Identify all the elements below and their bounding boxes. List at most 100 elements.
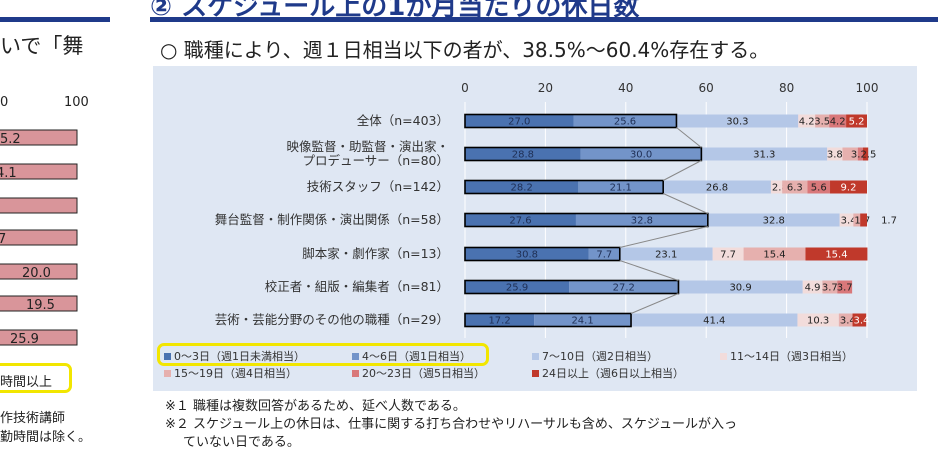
data-label: 15.4 (825, 250, 847, 261)
data-label: 30.9 (729, 283, 751, 294)
legend-label: 15～19日（週4日相当） (174, 365, 297, 381)
left-bar-chart: 0 100 5.2 4.1 7 20.0 19.5 25.9 (0, 90, 110, 410)
x-tick-label: 80 (779, 81, 794, 95)
legend-item: 24日以上（週6日以上相当） (532, 365, 684, 381)
legend-item: 0～3日（週1日未満相当） (164, 348, 305, 364)
left-panel-text: いで「舞 (0, 30, 83, 60)
category-label: 校正者・組版・編集者（n=81） (265, 279, 449, 294)
left-note-1: 作技術講師 (0, 407, 65, 426)
category-label: プロデューサー（n=80） (302, 153, 449, 168)
data-label: 1.7 (881, 216, 897, 227)
legend-swatch (352, 370, 359, 377)
data-label: 30.0 (630, 150, 652, 161)
data-label: 27.6 (509, 216, 531, 227)
connector-line (676, 128, 701, 148)
legend-swatch (720, 353, 727, 360)
legend-label: 11～14日（週3日相当） (730, 348, 853, 364)
data-label: 28.8 (512, 150, 534, 161)
footnote-1: ※１ 職種は複数回答があるため、延べ人数である。 (165, 395, 466, 414)
footnote-2: ※２ スケジュール上の休日は、仕事に関する打ち合わせやリハーサルも含め、スケジュ… (165, 413, 737, 432)
x-tick-label: 40 (618, 81, 633, 95)
data-label: 25.6 (614, 117, 636, 128)
left-bar-4 (0, 230, 77, 245)
left-bar-3 (0, 198, 77, 213)
connector-line (620, 261, 679, 281)
data-label: 24.1 (571, 316, 593, 327)
legend-item: 15～19日（週4日相当） (164, 365, 297, 381)
category-label: 舞台監督・制作関係・演出関係（n=58） (215, 212, 449, 227)
left-bar-label-7: 25.9 (10, 332, 39, 347)
left-header-bar (0, 17, 110, 22)
data-label: 10.3 (807, 316, 829, 327)
chart-subtitle: ○ 職種により、週１日相当以下の者が、38.5%～60.4%存在する。 (160, 34, 769, 63)
legend-label: 20～23日（週5日相当） (362, 365, 485, 381)
footnote-2-continued: ていない日である。 (183, 431, 300, 450)
data-label: 3.4 (854, 316, 870, 327)
data-label: 41.4 (703, 316, 725, 327)
data-label: 7.7 (720, 250, 736, 261)
data-label: 4.2 (799, 117, 815, 128)
data-label: 31.3 (753, 150, 775, 161)
legend-label: 0～3日（週1日未満相当） (174, 348, 305, 364)
legend-item: 4～6日（週1日相当） (352, 348, 471, 364)
data-label: 5.6 (811, 183, 827, 194)
data-label: 23.1 (655, 250, 677, 261)
left-tick-0: 0 (0, 95, 8, 110)
category-label: 技術スタッフ（n=142） (307, 179, 449, 194)
legend-swatch (532, 353, 539, 360)
data-label: 3.7 (837, 283, 853, 294)
data-label: 15.4 (763, 250, 785, 261)
x-tick-label: 20 (538, 81, 553, 95)
category-label: 全体（n=403） (357, 113, 449, 128)
data-label: 7.7 (596, 250, 612, 261)
data-label: 30.8 (516, 250, 538, 261)
legend-swatch (352, 353, 359, 360)
legend-item: 20～23日（週5日相当） (352, 365, 485, 381)
data-label: 3.8 (827, 150, 843, 161)
legend-swatch (164, 353, 171, 360)
data-label: 28.2 (511, 183, 533, 194)
category-label: 芸術・芸能分野のその他の職種（n=29） (215, 312, 449, 327)
connector-line (663, 194, 708, 214)
data-label: 3.7 (822, 283, 838, 294)
category-label: 脚本家・劇作家（n=13） (302, 246, 449, 261)
left-bar-label-5: 20.0 (22, 266, 51, 281)
data-label: 6.3 (787, 183, 803, 194)
left-bar-label-1: 5.2 (0, 132, 21, 147)
data-label: 9.2 (841, 183, 857, 194)
left-tick-100: 100 (64, 95, 89, 110)
left-bar-label-6: 19.5 (26, 298, 55, 313)
data-label: 3.2.5 (851, 150, 876, 161)
data-label: 5.2 (849, 117, 865, 128)
legend-label: 7～10日（週2日相当） (542, 348, 658, 364)
legend-label: 24日以上（週6日以上相当） (542, 365, 684, 381)
data-label: 3.5 (814, 117, 830, 128)
legend-swatch (164, 370, 171, 377)
x-tick-label: 60 (699, 81, 714, 95)
data-label: 26.8 (706, 183, 728, 194)
data-label: 32.8 (631, 216, 653, 227)
left-legend-text: 時間以上 (0, 371, 52, 390)
data-label: 17.2 (488, 316, 510, 327)
data-label: 27.2 (613, 283, 635, 294)
legend-item: 7～10日（週2日相当） (532, 348, 658, 364)
data-label: 4.9 (805, 283, 821, 294)
legend-label: 4～6日（週1日相当） (362, 348, 471, 364)
title-underline (150, 17, 938, 22)
data-label: 4.2 (830, 117, 846, 128)
left-note-2: 勤時間は除く。 (0, 426, 91, 445)
x-tick-label: 0 (461, 81, 469, 95)
bar-segment (860, 214, 867, 227)
data-label: 21.1 (610, 183, 632, 194)
legend-item: 11～14日（週3日相当） (720, 348, 853, 364)
connector-line (620, 227, 708, 248)
legend-swatch (532, 370, 539, 377)
data-label: 32.8 (763, 216, 785, 227)
x-tick-label: 100 (856, 81, 879, 95)
connector-line (631, 294, 678, 314)
data-label: 25.9 (506, 283, 528, 294)
left-bar-label-2: 4.1 (0, 166, 17, 181)
left-bar-label-4: 7 (0, 232, 6, 247)
data-label: 27.0 (508, 117, 530, 128)
data-label: 30.3 (726, 117, 748, 128)
